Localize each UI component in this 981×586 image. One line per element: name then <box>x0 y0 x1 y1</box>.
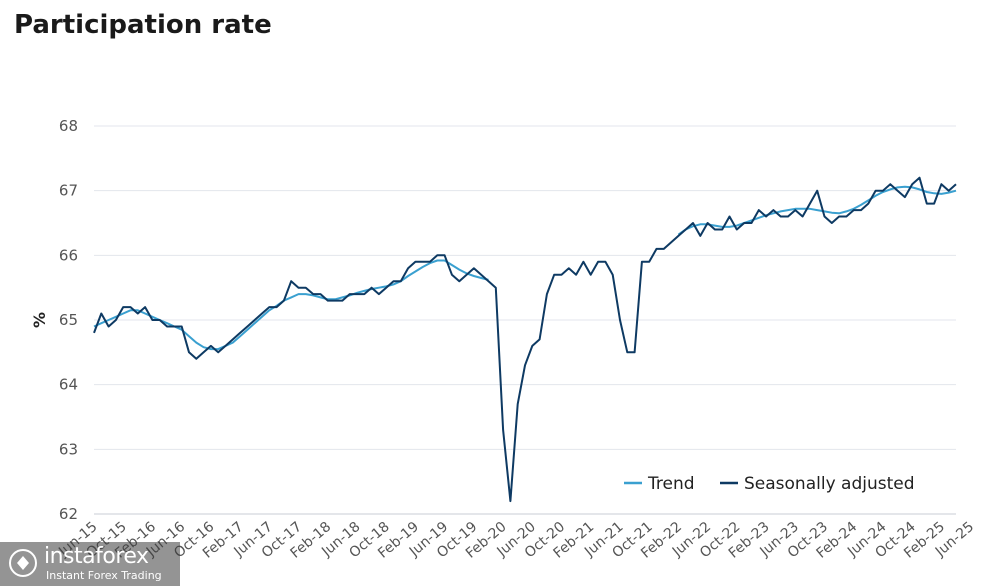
x-axis-ticks: Jun-15Oct-15Feb-16Jun-16Oct-16Feb-17Jun-… <box>55 519 977 562</box>
y-tick-label: 65 <box>59 311 78 329</box>
watermark-tagline: Instant Forex Trading <box>46 569 162 582</box>
series-lines <box>93 176 957 503</box>
y-axis-ticks: 62 63 64 65 66 67 68 <box>59 117 78 523</box>
y-tick-label: 63 <box>59 440 78 458</box>
gridlines <box>94 125 956 515</box>
watermark-name: instaforex <box>44 544 149 569</box>
y-tick-label: 67 <box>59 182 78 200</box>
trend-line <box>93 259 489 351</box>
y-tick-label: 68 <box>59 117 78 135</box>
legend-label: Seasonally adjusted <box>744 474 915 494</box>
legend-item-trend: Trend <box>624 474 695 494</box>
y-axis-label: % <box>30 312 49 328</box>
chart-title: Participation rate <box>14 10 272 40</box>
legend-item-seasonally-adjusted: Seasonally adjusted <box>720 474 915 494</box>
y-tick-label: 66 <box>59 246 78 264</box>
legend-label: Trend <box>647 474 695 494</box>
seasonally-adjusted-line <box>93 176 957 503</box>
y-tick-label: 64 <box>59 376 78 394</box>
watermark: instaforex Instant Forex Trading <box>0 542 180 586</box>
legend: Trend Seasonally adjusted <box>624 474 915 494</box>
instaforex-logo-icon <box>9 549 37 577</box>
y-tick-label: 62 <box>59 505 78 523</box>
